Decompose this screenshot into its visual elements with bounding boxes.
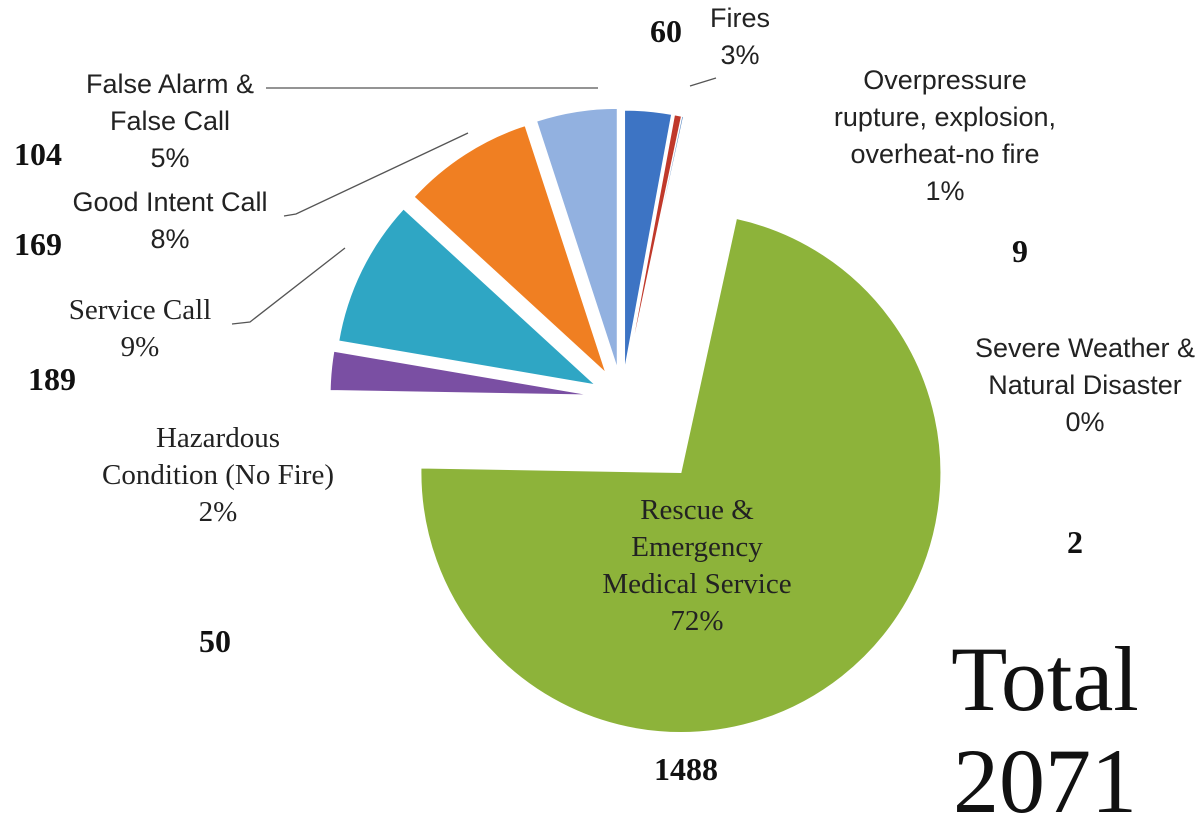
count-label: 1488 — [654, 751, 718, 787]
leader-line — [231, 247, 346, 325]
pie-slice — [627, 115, 685, 371]
slice-label: Service Call 9% — [40, 292, 240, 366]
slice-label: Overpressure rupture, explosion, overhea… — [825, 62, 1065, 210]
pie-slice — [535, 107, 618, 369]
count-label: 104 — [14, 136, 62, 172]
count-label: 50 — [199, 623, 231, 659]
percent-label: 0% — [1065, 407, 1105, 437]
percent-label: 2% — [198, 496, 238, 528]
category-name: Good Intent Call — [72, 187, 268, 217]
slice-label: Hazardous Condition (No Fire) 2% — [98, 420, 338, 531]
count-label: 169 — [14, 226, 62, 262]
percent-label: 1% — [925, 176, 965, 206]
total-label: Total — [951, 628, 1139, 730]
category-name: Rescue & Emergency Medical Service — [602, 494, 792, 600]
slice-label: Fires 3% — [680, 0, 800, 74]
category-name: Hazardous Condition (No Fire) — [102, 422, 334, 491]
count-label: 2 — [1067, 524, 1083, 560]
count-label: 9 — [1012, 233, 1028, 269]
percent-label: 9% — [120, 331, 160, 363]
leader-line — [283, 132, 469, 217]
total-value: 2071 — [953, 730, 1137, 818]
percent-label: 5% — [150, 143, 190, 173]
category-name: False Alarm & False Call — [85, 69, 255, 136]
slice-label: Good Intent Call 8% — [40, 184, 300, 258]
pie-slice — [624, 109, 673, 371]
category-name: Service Call — [68, 294, 212, 326]
count-label: 60 — [650, 13, 682, 49]
percent-label: 8% — [150, 224, 190, 254]
leader-line — [689, 77, 717, 87]
percent-label: 3% — [720, 40, 760, 70]
pie-slice — [329, 350, 591, 396]
percent-label: 72% — [670, 605, 724, 637]
category-name: Overpressure rupture, explosion, overhea… — [833, 65, 1057, 169]
slice-label: Severe Weather & Natural Disaster 0% — [965, 330, 1202, 441]
slice-label: Rescue & Emergency Medical Service 72% — [597, 492, 797, 640]
pie-slice — [420, 217, 942, 734]
category-name: Fires — [710, 3, 770, 33]
leader-lines — [231, 77, 717, 325]
pie-slice — [338, 208, 597, 386]
slice-label: False Alarm & False Call 5% — [60, 66, 280, 177]
count-label: 189 — [28, 361, 76, 397]
pie-slice — [413, 124, 607, 375]
category-name: Severe Weather & Natural Disaster — [974, 333, 1196, 400]
